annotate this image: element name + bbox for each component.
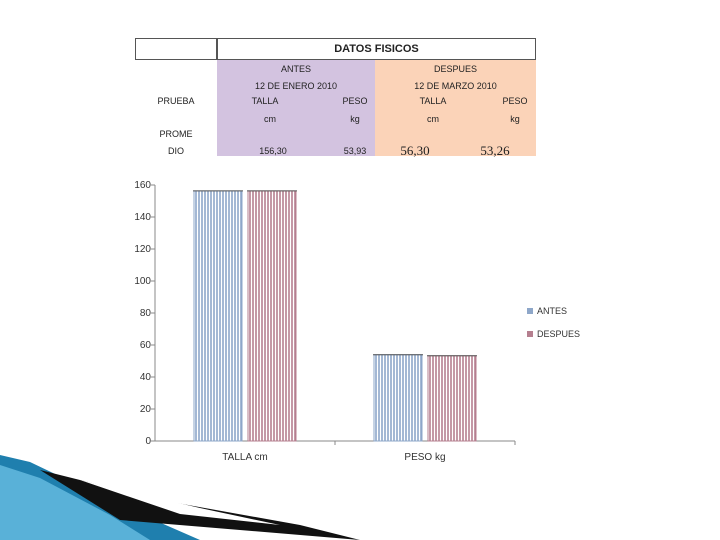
promedio-label-1: PROME (159, 129, 193, 139)
chart-labels: 0 20 40 60 80 100 120 140 160 TALLA cm PESO kg (134, 180, 445, 463)
y-tick-label: 160 (134, 180, 151, 191)
despues-label: DESPUES (433, 64, 477, 74)
legend-swatch-antes (527, 308, 533, 314)
value-talla-despues: 56,30 (400, 143, 430, 158)
legend-label-antes: ANTES (537, 306, 567, 316)
y-tick-label: 100 (134, 276, 151, 287)
y-tick-label: 140 (134, 212, 151, 223)
legend-swatch-despues (527, 331, 533, 337)
y-tick-label: 20 (140, 404, 152, 415)
despues-date: 12 DE MARZO 2010 (414, 81, 497, 91)
y-tick-label: 40 (140, 372, 152, 383)
x-category-label: PESO kg (404, 452, 445, 463)
antes-label: ANTES (280, 64, 311, 74)
y-tick-label: 80 (140, 308, 152, 319)
unit-talla-antes: cm (264, 114, 276, 124)
unit-talla-despues: cm (427, 114, 439, 124)
unit-peso-antes: kg (350, 114, 360, 124)
y-tick-label: 60 (140, 340, 152, 351)
legend-label-despues: DESPUES (537, 329, 580, 339)
y-tick-label: 0 (145, 436, 151, 447)
swoosh-black (40, 470, 360, 540)
col-peso-antes: PESO (342, 96, 368, 106)
x-category-label: TALLA cm (222, 452, 267, 463)
value-peso-despues: 53,26 (480, 143, 510, 158)
chart-bars (193, 190, 477, 442)
antes-block (217, 60, 375, 156)
despues-block (375, 60, 536, 156)
blank-header-cell (135, 38, 217, 60)
swoosh-light-blue (0, 465, 150, 540)
value-peso-antes: 53,93 (343, 146, 367, 156)
col-peso-despues: PESO (502, 96, 528, 106)
value-talla-antes: 156,30 (259, 146, 287, 156)
col-talla-despues: TALLA (419, 96, 447, 106)
unit-peso-despues: kg (510, 114, 520, 124)
col-talla-antes: TALLA (251, 96, 279, 106)
table-title: DATOS FISICOS (217, 38, 536, 60)
data-table: DATOS FISICOS ANTES DESPUES 12 DE ENERO … (135, 38, 536, 158)
antes-date: 12 DE ENERO 2010 (254, 81, 338, 91)
chart-legend: ANTES DESPUES (527, 306, 580, 339)
y-tick-label: 120 (134, 244, 151, 255)
promedio-label-2: DIO (167, 146, 184, 156)
prueba-label: PRUEBA (157, 96, 195, 106)
